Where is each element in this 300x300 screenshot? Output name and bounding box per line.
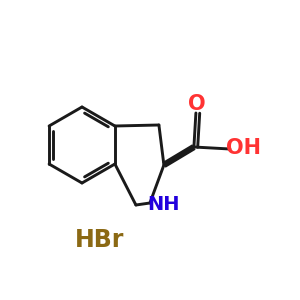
Text: HBr: HBr [75,228,125,252]
Text: O: O [188,94,206,114]
Text: OH: OH [226,138,261,158]
Text: NH: NH [148,196,180,214]
